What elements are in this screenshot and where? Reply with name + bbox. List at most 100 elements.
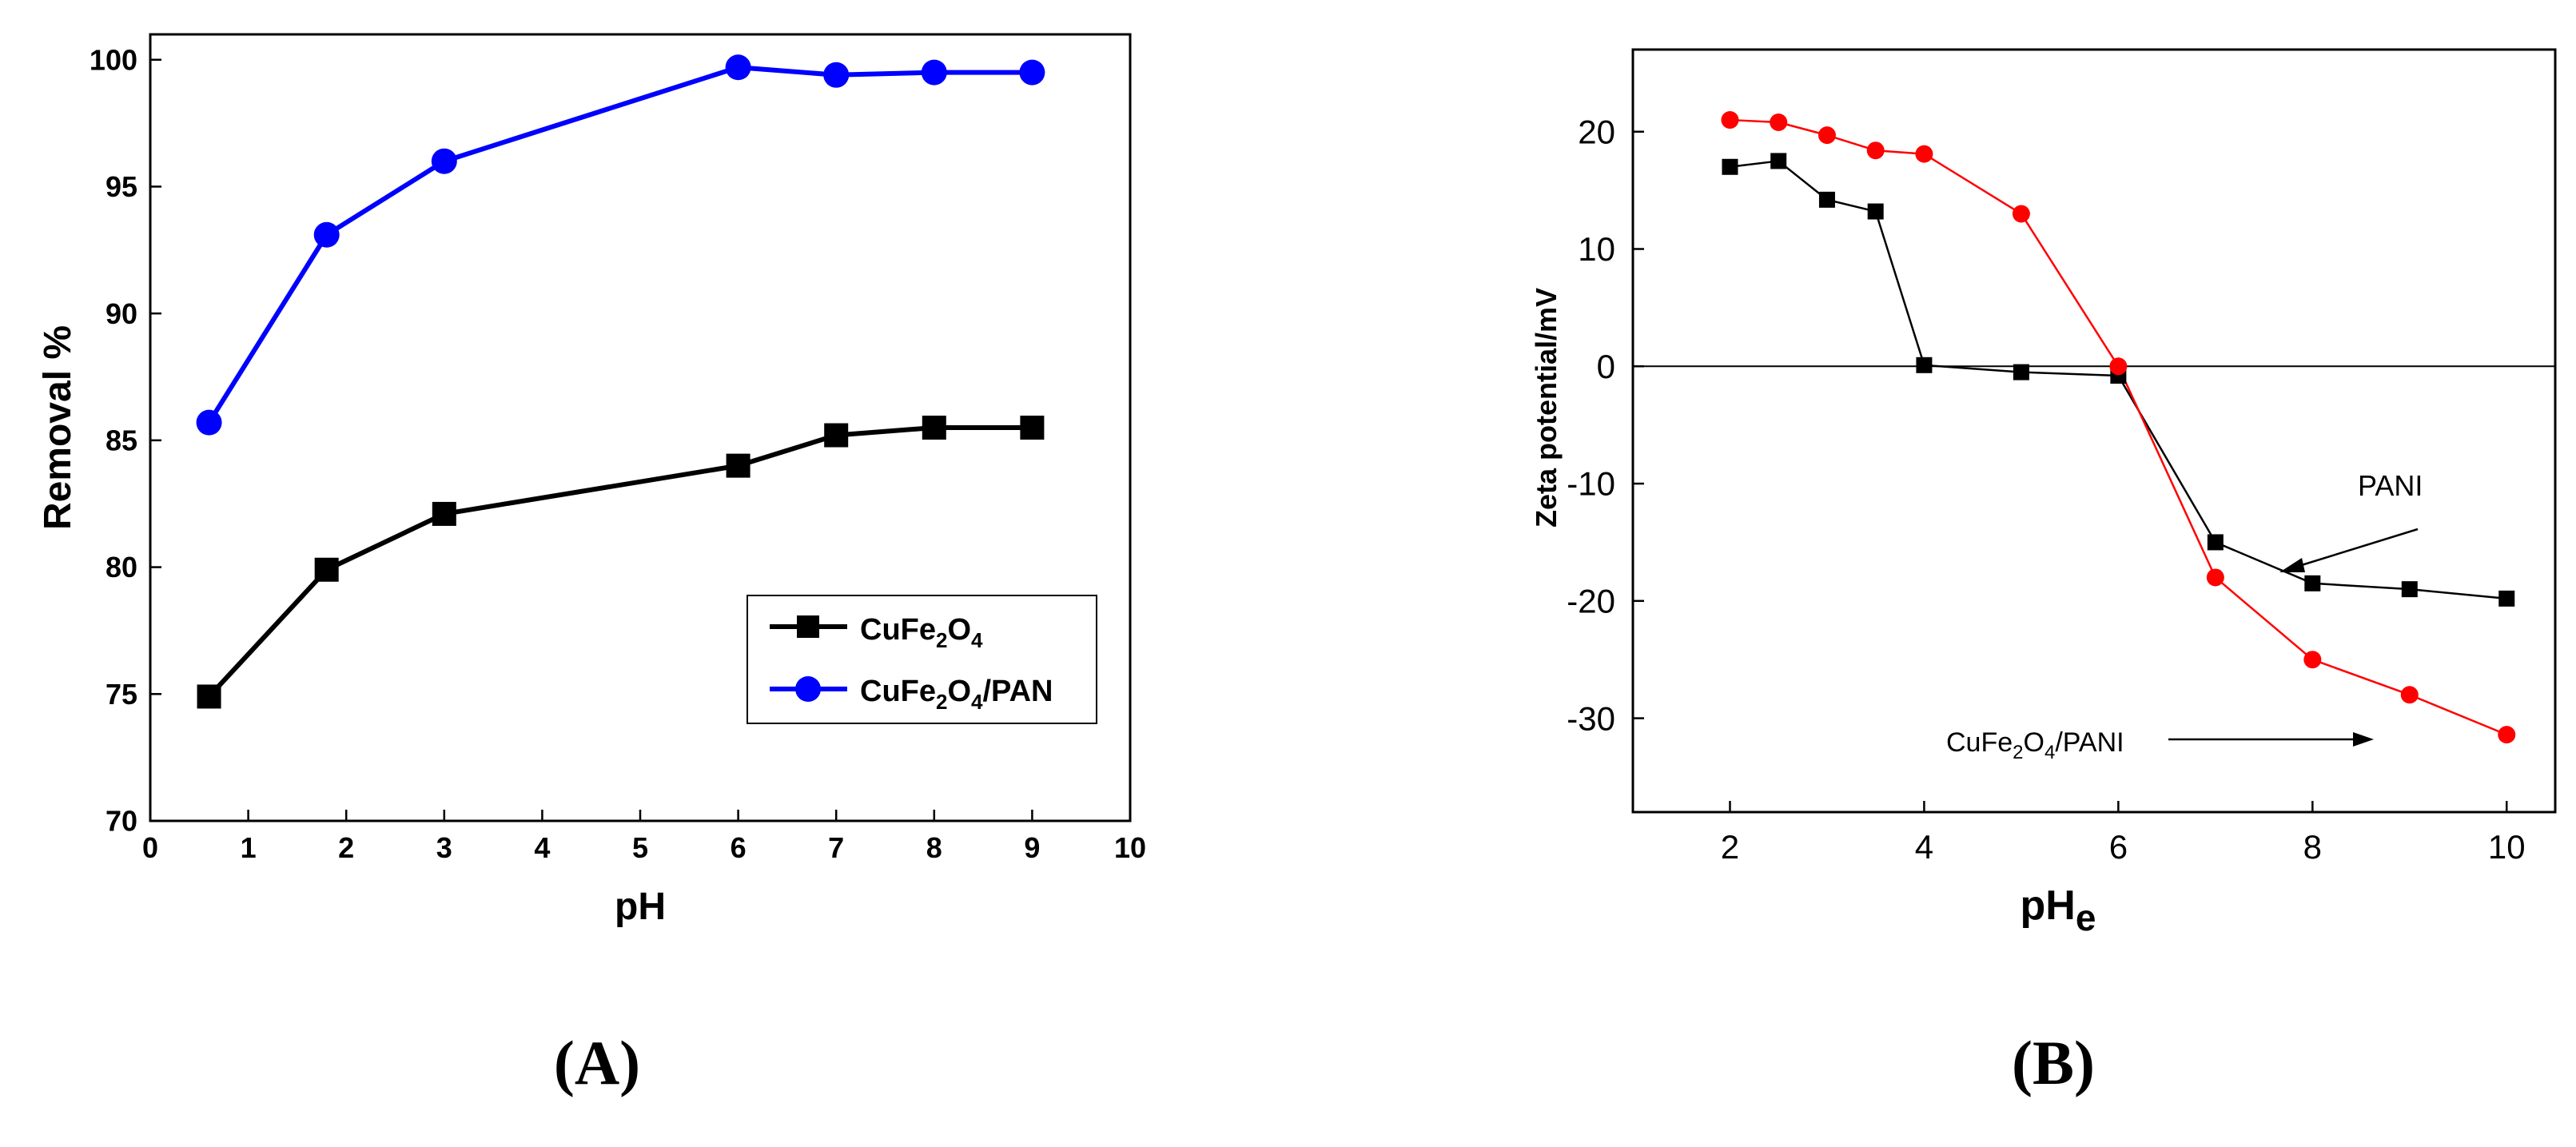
panel-a-y-axis-label: Removal % <box>37 325 79 530</box>
annotation-cufe2o4-pani-base: CuFe <box>1946 727 2013 758</box>
panel-a-x-tick-label: 10 <box>1114 831 1146 864</box>
panel-a-point-cufe2o4-pan <box>823 62 850 88</box>
panel-b-point-cufe2o4-pani <box>2012 205 2030 223</box>
panel-b-y-tick-label: 20 <box>1578 113 1615 150</box>
panel-b-point-cufe2o4-pani <box>1770 113 1788 131</box>
panel-b-caption: (B) <box>2012 1028 2095 1097</box>
panel-a-y-tick-label: 85 <box>106 424 137 456</box>
panel-a-point-cufe2o4-pan <box>431 148 457 174</box>
panel-a-x-tick-label: 3 <box>436 831 452 864</box>
panel-b-x-axis-label-main: pH <box>2021 882 2076 929</box>
annotation-cufe2o4-pani-sub1: 2 <box>2013 742 2023 763</box>
panel-b-point-cufe2o4-pani <box>1915 145 1933 163</box>
panel-a-point-cufe2o4 <box>726 453 751 478</box>
panel-a-series-markers <box>196 54 1045 709</box>
legend-label-cufe2o4-sub2: 4 <box>971 628 983 652</box>
panel-b-point-pani <box>2207 534 2224 551</box>
panel-a-x-tick-label: 7 <box>828 831 844 864</box>
panel-b-point-pani <box>2498 590 2515 607</box>
panel-b-point-cufe2o4-pani <box>1818 126 1836 145</box>
annotation-cufe2o4-pani-arrow <box>2168 732 2374 747</box>
panel-b-point-pani <box>2401 581 2418 598</box>
panel-a-x-tick-label: 4 <box>534 831 550 864</box>
panel-b-y-tick-label: 10 <box>1578 230 1615 268</box>
panel-b-x-tick-label: 4 <box>1915 828 1933 866</box>
panel-a-y-tick-label: 70 <box>106 805 137 838</box>
annotation-pani-label: PANI <box>2358 469 2423 502</box>
panel-a-x-axis-label: pH <box>615 886 666 928</box>
panel-a-point-cufe2o4 <box>824 423 849 448</box>
panel-a-legend: CuFe2O4 CuFe2O4/PAN <box>747 595 1097 724</box>
panel-a-x-tick-label: 6 <box>731 831 747 864</box>
panel-a-y-tick-label: 75 <box>106 678 137 711</box>
panel-a-point-cufe2o4-pan <box>725 54 751 81</box>
panel-a-y-tick-label: 95 <box>106 170 137 203</box>
panel-a-x-tick-label: 8 <box>926 831 942 864</box>
annotation-cufe2o4-pani-label: CuFe2O4/PANI <box>1946 727 2124 763</box>
panel-b-point-pani <box>1867 203 1884 220</box>
panel-b-plot-frame <box>1631 48 2557 814</box>
panel-b-point-cufe2o4-pani <box>2109 357 2128 376</box>
panel-b-point-pani <box>2304 575 2321 591</box>
panel-a-point-cufe2o4-pan <box>921 59 947 86</box>
panel-a-point-cufe2o4-pan <box>196 409 222 436</box>
panel-b-y-axis-label: Zeta potential/mV <box>1530 288 1563 528</box>
panel-a-point-cufe2o4 <box>1020 416 1045 440</box>
panel-a-x-tick-label: 2 <box>338 831 354 864</box>
panel-b-x-tick-label: 2 <box>1721 828 1739 866</box>
panel-b-y-tick-label: -10 <box>1567 465 1615 503</box>
legend-marker-cufe2o4 <box>797 615 819 638</box>
panel-a-axis-ticks: 0 1 2 3 4 5 6 7 8 9 10 70 75 80 85 90 95 100 <box>90 43 1146 864</box>
panel-b-point-cufe2o4-pani <box>2498 726 2516 744</box>
panel-b-point-cufe2o4-pani <box>2206 568 2224 587</box>
panel-b-x-tick-label: 8 <box>2303 828 2322 866</box>
panel-b-point-cufe2o4-pani <box>1721 111 1739 129</box>
legend-label-cufe2o4-sub1: 2 <box>936 628 947 652</box>
panel-b-series-lines <box>1730 118 2507 736</box>
panel-a-y-tick-label: 100 <box>90 43 137 76</box>
panel-a-y-tick-label: 80 <box>106 551 137 583</box>
panel-a-point-cufe2o4 <box>314 557 339 582</box>
panel-a-x-tick-label: 5 <box>632 831 648 864</box>
legend-marker-cufe2o4-pan <box>795 676 821 702</box>
panel-b-x-axis-label-sub: e <box>2076 897 2096 938</box>
legend-label-cufe2o4: CuFe2O4 <box>860 613 983 652</box>
legend-label-cufe2o4-base: CuFe <box>860 613 936 647</box>
panel-a-x-tick-label: 9 <box>1024 831 1040 864</box>
panel-b-point-pani <box>1818 191 1835 208</box>
legend-label-cufe2o4-pan-tail: /PAN <box>983 675 1053 708</box>
panel-a-chart: 0 1 2 3 4 5 6 7 8 9 10 70 75 80 85 90 95 100 pH Removal %… <box>37 33 1146 928</box>
panel-a-point-cufe2o4 <box>432 501 456 526</box>
panel-b-series-markers <box>1721 111 2516 744</box>
legend-label-cufe2o4-pan-sub1: 2 <box>936 690 947 714</box>
legend-label-cufe2o4-pan: CuFe2O4/PAN <box>860 675 1053 714</box>
panel-b-x-tick-label: 6 <box>2109 828 2128 866</box>
panel-a-caption: (A) <box>553 1028 641 1097</box>
panel-a-x-tick-label: 1 <box>241 831 257 864</box>
panel-b-point-pani <box>1722 158 1738 175</box>
panel-a-point-cufe2o4 <box>922 416 946 440</box>
panel-a-x-tick-label: 0 <box>142 831 158 864</box>
legend-label-cufe2o4-pan-sub2: 4 <box>971 690 983 714</box>
panel-b-series-line-cufe2o4-pani <box>1730 118 2507 736</box>
panel-a-y-tick-label: 90 <box>106 297 137 330</box>
annotation-cufe2o4-pani-mid: O <box>2024 727 2044 758</box>
annotation-cufe2o4-pani-tail: /PANI <box>2055 727 2124 758</box>
legend-label-cufe2o4-pan-base: CuFe <box>860 675 936 708</box>
panel-b-x-tick-label: 10 <box>2488 828 2526 866</box>
panel-b-point-cufe2o4-pani <box>1866 141 1885 160</box>
legend-item-cufe2o4-pan: CuFe2O4/PAN <box>770 675 1053 714</box>
panel-a-point-cufe2o4-pan <box>313 221 340 248</box>
annotation-cufe2o4-pani-sub2: 4 <box>2044 742 2055 763</box>
annotation-pani-arrow <box>2279 528 2419 572</box>
panel-b-point-pani <box>1770 153 1787 169</box>
panel-a-point-cufe2o4-pan <box>1019 59 1045 86</box>
legend-label-cufe2o4-pan-mid: O <box>947 675 971 708</box>
panel-b-point-cufe2o4-pani <box>2400 686 2419 704</box>
legend-label-cufe2o4-mid: O <box>947 613 971 647</box>
legend-item-cufe2o4: CuFe2O4 <box>770 613 983 652</box>
panel-b-x-axis-label: pHe <box>2021 882 2096 938</box>
